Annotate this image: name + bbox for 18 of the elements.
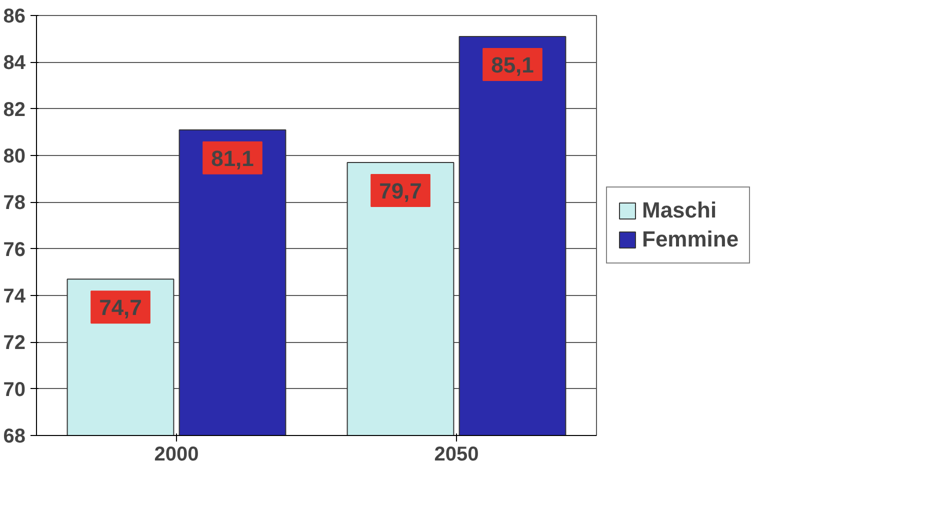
y-tick-label: 76 — [3, 238, 26, 261]
y-tick-label: 78 — [3, 192, 26, 214]
y-tick-label: 72 — [3, 332, 26, 354]
legend-label: Femmine — [642, 226, 739, 252]
data-label: 74,7 — [99, 295, 142, 320]
data-label: 81,1 — [211, 146, 254, 171]
y-tick-label: 68 — [3, 426, 26, 448]
legend-label: Maschi — [642, 198, 717, 224]
y-tick-label: 70 — [3, 378, 26, 401]
y-tick-label: 80 — [3, 146, 26, 168]
y-tick-label: 74 — [3, 286, 26, 308]
data-label: 85,1 — [491, 52, 534, 78]
y-tick-label: 82 — [3, 98, 26, 121]
y-tick-label: 86 — [3, 6, 26, 28]
y-tick-label: 84 — [3, 52, 26, 74]
data-label: 79,7 — [379, 178, 422, 204]
x-tick-label: 2000 — [154, 444, 199, 466]
x-tick-label: 2050 — [434, 444, 479, 466]
